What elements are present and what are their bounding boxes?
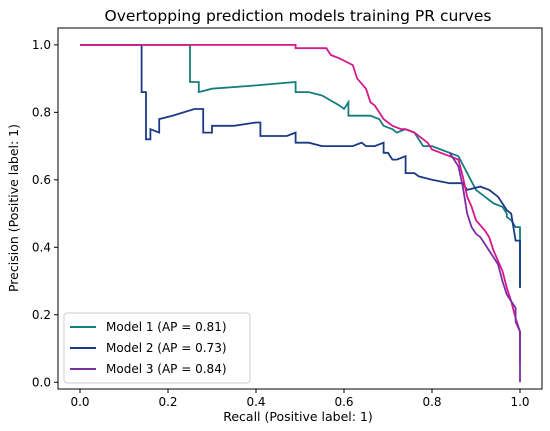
legend-label: Model 2 (AP = 0.73) <box>106 341 227 355</box>
legend: Model 1 (AP = 0.81) Model 2 (AP = 0.73) … <box>63 312 251 384</box>
legend-label: Model 1 (AP = 0.81) <box>106 320 227 334</box>
y-tick-label: 0.6 <box>32 173 51 187</box>
y-tick-label: 0.8 <box>32 105 51 119</box>
legend-item: Model 2 (AP = 0.73) <box>70 341 227 355</box>
plot-area <box>57 27 543 390</box>
y-tick-label: 0.0 <box>32 375 51 389</box>
y-axis-title: Precision (Positive label: 1) <box>6 124 21 292</box>
x-tick-label: 0.2 <box>158 395 177 409</box>
x-tick-label: 0.8 <box>422 395 441 409</box>
x-tick-label: 0.6 <box>334 395 353 409</box>
series-line-2 <box>80 44 521 288</box>
x-tick-label: 0.0 <box>70 395 89 409</box>
x-tick-label: 0.4 <box>246 395 265 409</box>
y-axis: 0.0 0.2 0.4 0.6 0.8 1.0 <box>32 38 58 389</box>
legend-item: Model 1 (AP = 0.81) <box>70 320 227 334</box>
legend-label: Model 3 (AP = 0.84) <box>106 362 227 376</box>
plot-frame <box>57 27 543 390</box>
legend-item: Model 3 (AP = 0.84) <box>70 362 227 376</box>
legend-box <box>63 312 251 384</box>
y-tick-label: 0.4 <box>32 240 51 254</box>
x-tick-label: 1.0 <box>510 395 529 409</box>
series-line-4 <box>448 152 521 383</box>
series-line-3 <box>80 44 521 362</box>
x-axis: 0.0 0.2 0.4 0.6 0.8 1.0 <box>70 389 530 409</box>
y-tick-label: 0.2 <box>32 308 51 322</box>
series-line-1 <box>80 44 521 288</box>
x-axis-title: Recall (Positive label: 1) <box>223 409 373 424</box>
chart-title: Overtopping prediction models training P… <box>105 7 492 25</box>
y-tick-label: 1.0 <box>32 38 51 52</box>
series-layer <box>80 44 521 383</box>
